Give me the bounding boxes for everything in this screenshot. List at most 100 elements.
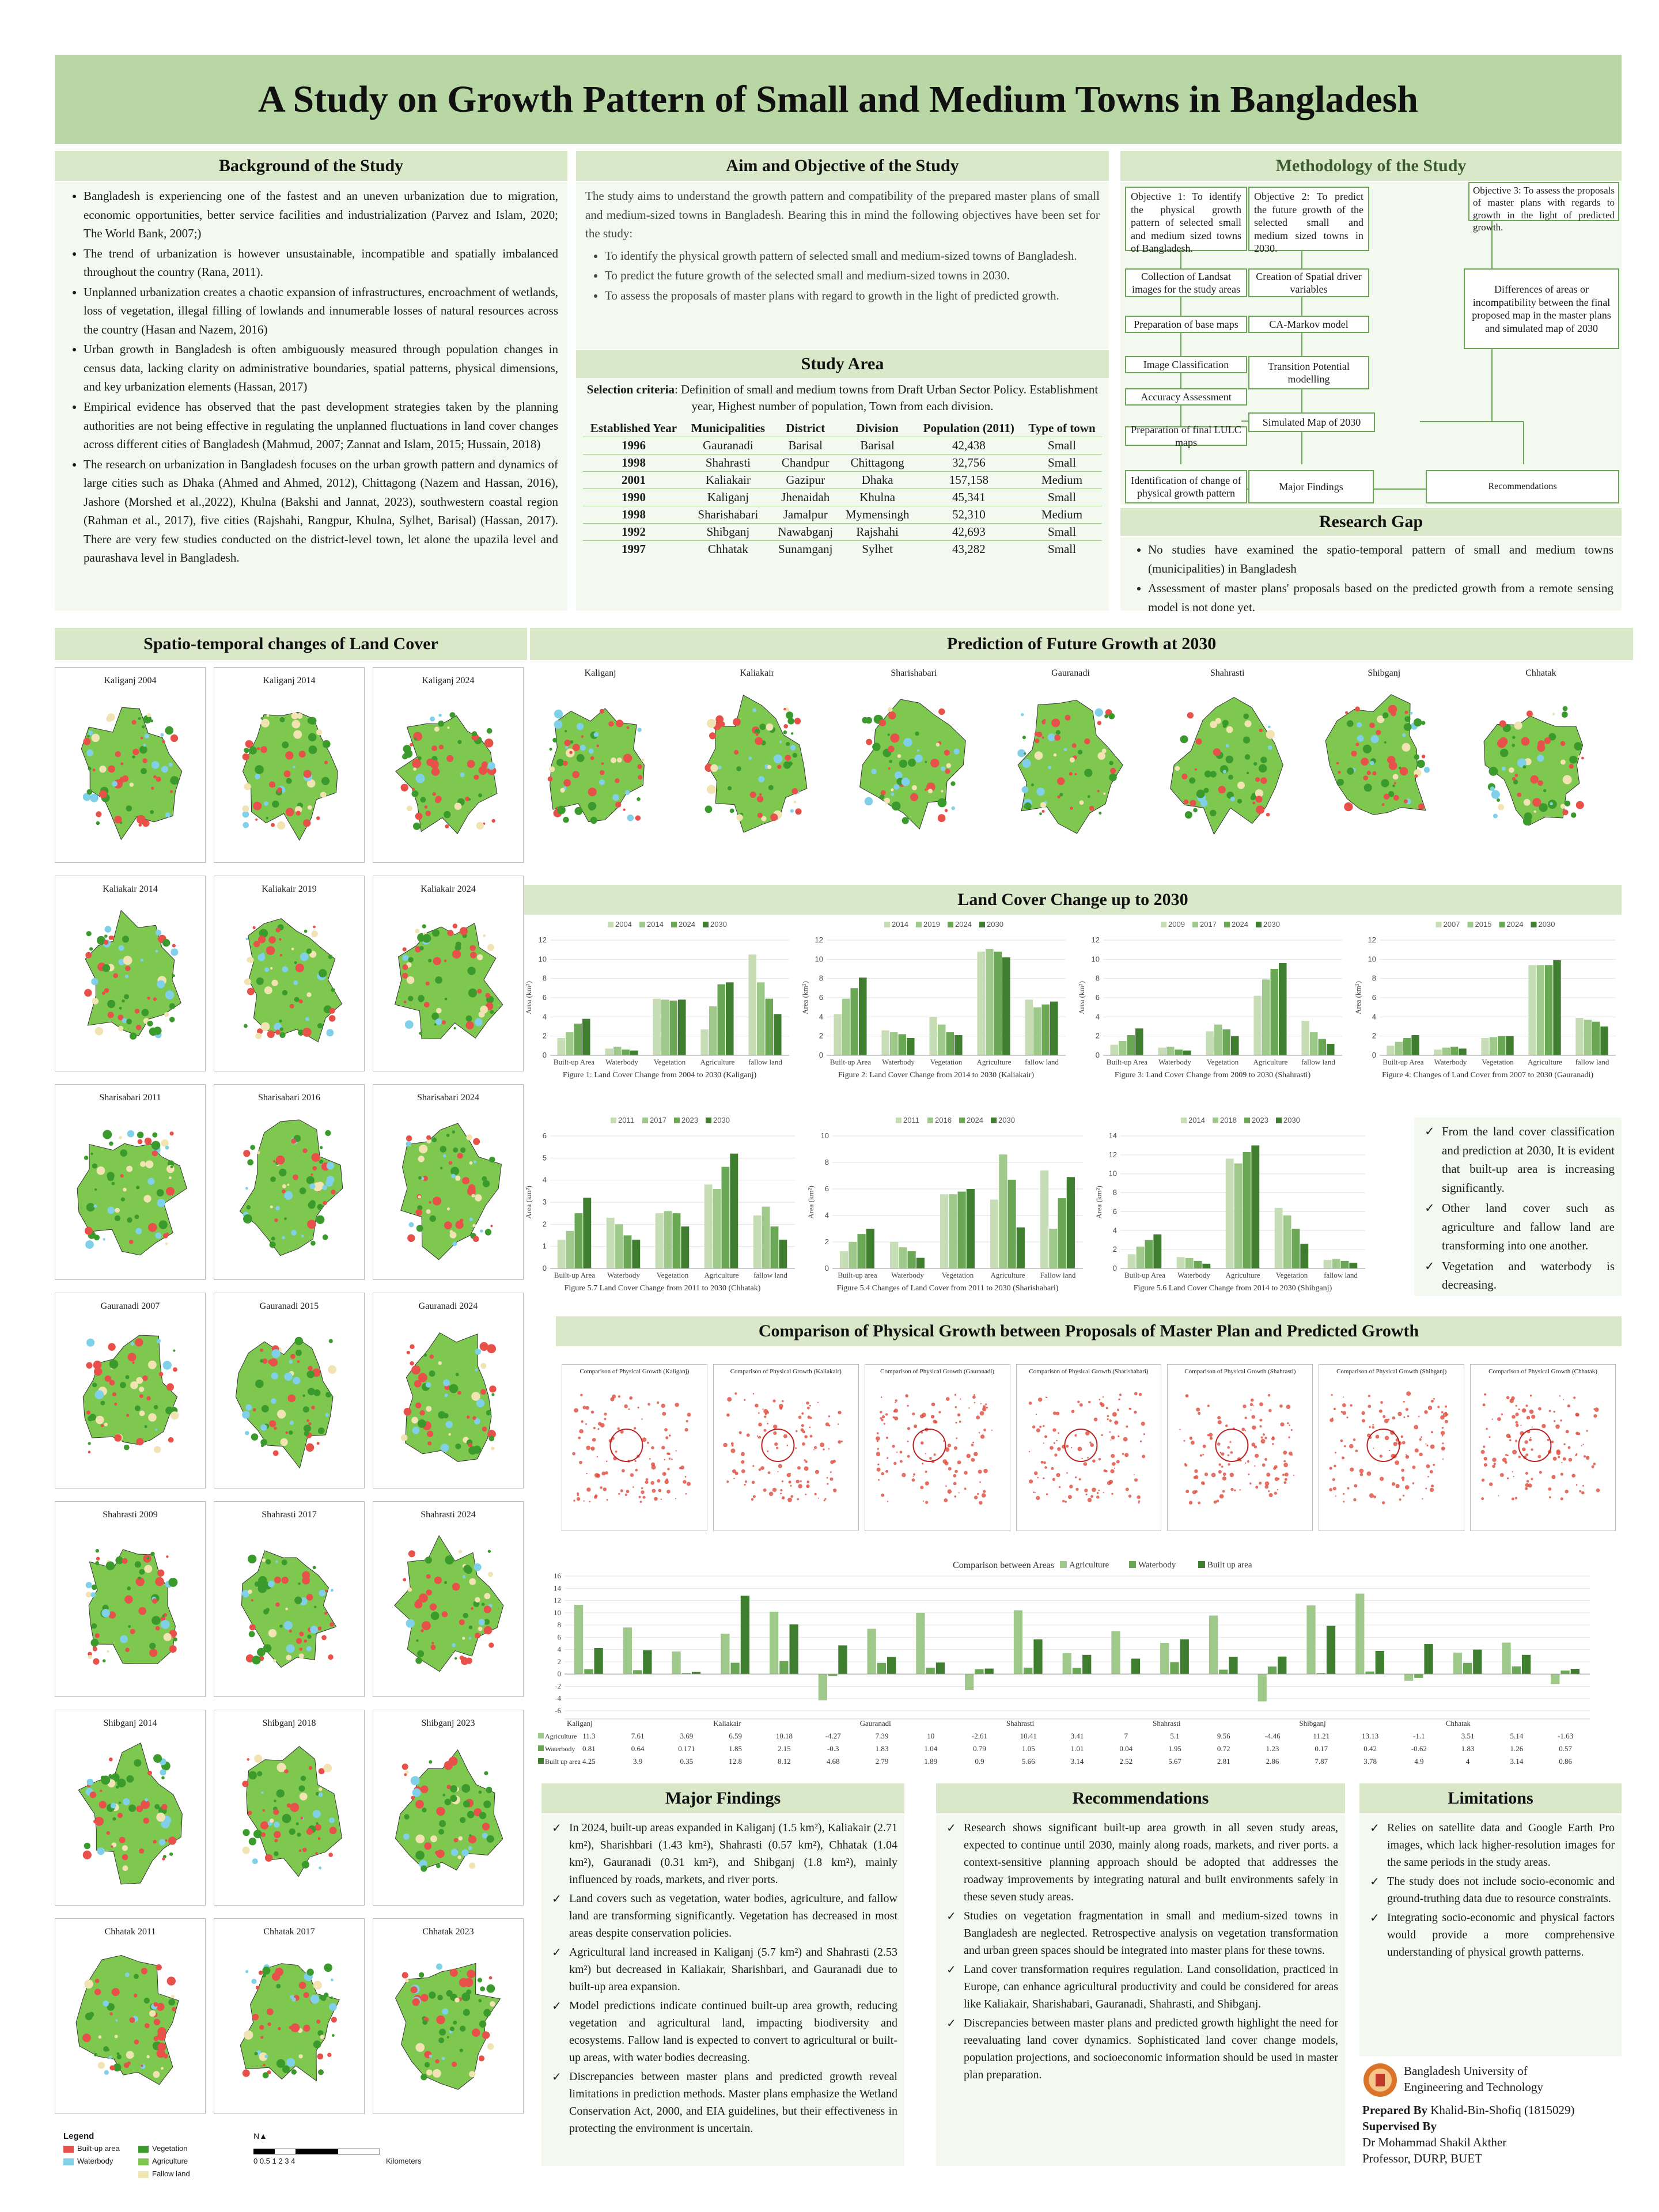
bar <box>1453 1652 1462 1675</box>
table-cell: 5.14 <box>1510 1732 1523 1740</box>
y-tick-label: 10 <box>554 1608 561 1617</box>
legend-label: 2024 <box>1232 920 1248 929</box>
limitation-item: Integrating socio-economic and physical … <box>1370 1909 1615 1961</box>
legend-label: 2016 <box>935 1116 952 1124</box>
table-cell: 0.04 <box>1119 1744 1132 1753</box>
bar <box>899 1247 907 1268</box>
table-column-header: Established Year <box>590 421 677 435</box>
findings-heading: Major Findings <box>541 1783 904 1813</box>
bar <box>789 1624 798 1675</box>
y-tick-label: 0 <box>825 1264 829 1272</box>
bar <box>643 1650 652 1675</box>
y-tick-label: 8 <box>558 1620 562 1629</box>
comparison-map: Comparison of Physical Growth (Shahrasti… <box>1167 1364 1313 1531</box>
legend-label: 2018 <box>1220 1116 1237 1124</box>
bar <box>653 998 661 1055</box>
y-tick-label: 1 <box>543 1242 547 1251</box>
legend-swatch <box>706 1118 711 1123</box>
figure-caption: Figure 5.4 Changes of Land Cover from 20… <box>837 1284 1059 1293</box>
y-tick-label: 6 <box>1113 1207 1117 1215</box>
aim-objective-item: To identify the physical growth pattern … <box>605 247 1100 266</box>
table-group-label: Shibganj <box>1299 1719 1325 1728</box>
map-shape <box>244 918 343 1043</box>
table-cell: 0.72 <box>1217 1744 1230 1753</box>
bar <box>582 1018 590 1055</box>
ca-markov-box: CA-Markov model <box>1248 316 1369 333</box>
legend-swatch <box>608 922 613 927</box>
map-shape <box>400 1123 502 1260</box>
bar <box>623 1627 632 1675</box>
bar <box>1013 1610 1023 1675</box>
bar <box>1327 1044 1335 1055</box>
bar <box>721 1634 730 1675</box>
bar <box>898 1034 907 1055</box>
bar <box>975 1669 984 1675</box>
bar <box>613 1047 622 1055</box>
bar <box>916 1612 925 1675</box>
legend-label: Built up area <box>1207 1560 1252 1570</box>
table-cell: Kaliganj <box>684 488 772 506</box>
legend-swatch <box>979 922 985 927</box>
bar <box>622 1050 630 1055</box>
legend-swatch <box>948 922 953 927</box>
supervisor-title: Professor, DURP, BUET <box>1362 2152 1483 2165</box>
comparison-map-shape <box>875 1393 993 1505</box>
table-cell: -4.27 <box>825 1732 842 1740</box>
bar <box>1463 1662 1472 1675</box>
bar <box>1309 1032 1318 1055</box>
table-cell: 2.15 <box>778 1744 791 1753</box>
y-tick-label: 12 <box>815 935 823 944</box>
y-tick-label: 6 <box>543 1131 547 1140</box>
background-item: The trend of urbanization is however uns… <box>84 244 558 282</box>
table-cell: 1.05 <box>1022 1744 1035 1753</box>
research-gap-heading: Research Gap <box>1120 508 1622 536</box>
land-cover-map: Chhatak 2017 <box>214 1918 365 2114</box>
map-shape <box>77 1130 187 1256</box>
final-lulc-box: Preparation of final LULC maps <box>1125 424 1247 448</box>
bar <box>762 1206 770 1268</box>
table-cell: Small <box>1021 540 1102 558</box>
background-item: Empirical evidence has observed that the… <box>84 397 558 454</box>
accuracy-assessment-box: Accuracy Assessment <box>1125 388 1247 406</box>
bar <box>1267 1666 1277 1675</box>
table-cell: 6.59 <box>729 1732 742 1740</box>
bar <box>940 1194 949 1268</box>
spatio-heading: Spatio-temporal changes of Land Cover <box>55 628 527 660</box>
bar <box>584 1669 593 1675</box>
table-cell: Sharishabari <box>684 505 772 524</box>
map-shape <box>239 1119 343 1256</box>
bar-chart: 2011 2017 2023 2030 0 1 2 3 4 5 6 Area (km²) Built-u… <box>524 1116 795 1293</box>
chart-title: Comparison between Areas <box>953 1560 1054 1570</box>
x-tick-label: Waterbody <box>1158 1058 1191 1066</box>
bar <box>1251 1145 1260 1268</box>
recommendation-item: Research shows significant built-up area… <box>946 1819 1338 1906</box>
table-cell: 1998 <box>583 505 684 524</box>
bar <box>1262 979 1270 1055</box>
bar <box>857 1234 866 1268</box>
x-tick-label: Agriculture <box>977 1058 1012 1066</box>
table-cell: Sunamganj <box>771 540 839 558</box>
legend-item: Agriculture <box>138 2157 188 2165</box>
bar <box>1194 1260 1202 1268</box>
objective-2-box: Objective 2: To predict the future growt… <box>1248 187 1369 254</box>
map-title: Chhatak 2011 <box>104 1927 156 1937</box>
bar <box>1145 1240 1153 1268</box>
methodology-heading: Methodology of the Study <box>1120 151 1622 181</box>
legend-label: 2024 <box>1507 920 1524 929</box>
table-cell: 45,341 <box>915 488 1022 506</box>
bar <box>691 1672 701 1675</box>
prediction-map-shape <box>859 699 967 830</box>
bar <box>1340 1260 1349 1268</box>
y-tick-label: 10 <box>815 955 823 963</box>
bar <box>877 1662 887 1675</box>
bar <box>779 1240 787 1268</box>
prediction-map-title: Sharishabari <box>891 668 937 678</box>
table-cell: 4 <box>1466 1757 1470 1766</box>
y-tick-label: 4 <box>558 1645 562 1654</box>
table-cell: 0.171 <box>678 1744 695 1753</box>
bar <box>1502 1642 1511 1675</box>
map-shape <box>235 1336 337 1469</box>
bar <box>838 1645 847 1675</box>
bar <box>867 1628 876 1675</box>
limitation-item: The study does not include socio-economi… <box>1370 1873 1615 1907</box>
